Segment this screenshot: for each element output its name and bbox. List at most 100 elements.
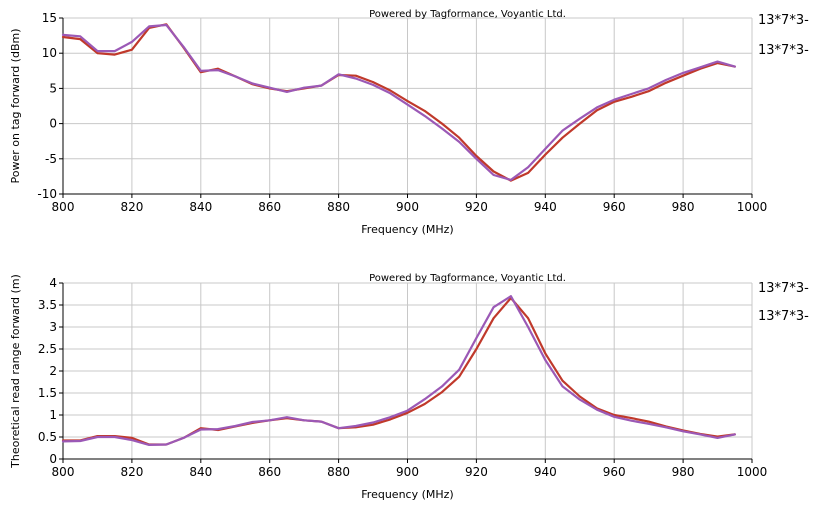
- data-point: [475, 348, 478, 350]
- data-point: [630, 417, 633, 419]
- data-point: [596, 106, 598, 109]
- data-point: [733, 433, 736, 436]
- data-point: [441, 122, 443, 125]
- x-tick-label: 900: [396, 465, 419, 479]
- data-point: [113, 436, 116, 438]
- data-point: [251, 82, 254, 85]
- y-tick-label: 1: [49, 408, 57, 422]
- legend-entry: 13*7*3-: [758, 309, 809, 324]
- legend-entry: 13*7*3-: [758, 281, 809, 296]
- data-point: [647, 87, 650, 90]
- data-point: [492, 170, 495, 173]
- data-point: [475, 337, 478, 339]
- data-point: [354, 77, 357, 80]
- data-point: [268, 86, 271, 89]
- series-2: [61, 295, 736, 446]
- data-point: [578, 395, 581, 398]
- data-point: [286, 416, 288, 419]
- chart-2: 800 820 840 860 880 900 920 940 960 980 1000 4 3.5 3 2…: [9, 273, 809, 501]
- data-point: [113, 53, 116, 56]
- data-point: [217, 69, 219, 71]
- data-point: [372, 81, 374, 83]
- data-point: [148, 444, 151, 446]
- y-axis-label: Power on tag forward (dBm): [9, 29, 22, 184]
- data-point: [165, 443, 168, 446]
- data-point: [527, 171, 529, 174]
- data-point: [62, 440, 64, 443]
- data-point: [458, 375, 461, 378]
- data-point: [561, 385, 564, 388]
- data-point: [131, 436, 133, 439]
- data-point: [475, 157, 478, 160]
- data-point: [596, 408, 598, 411]
- data-point: [423, 110, 426, 112]
- data-point: [613, 98, 616, 101]
- data-point: [544, 148, 547, 150]
- data-point: [613, 100, 616, 103]
- data-point: [406, 100, 409, 102]
- data-point: [320, 84, 323, 87]
- data-point: [441, 127, 443, 130]
- x-axis-label: Frequency (MHz): [361, 488, 453, 501]
- data-point: [354, 74, 357, 77]
- data-point: [113, 50, 116, 52]
- data-point: [199, 69, 202, 72]
- y-tick-label: 2.5: [38, 342, 57, 356]
- chart-credit: Powered by Tagformance, Voyantic Ltd.: [369, 9, 566, 20]
- data-point: [372, 83, 374, 86]
- x-tick-label: 860: [258, 200, 281, 214]
- x-tick-label: 980: [672, 200, 695, 214]
- data-point: [561, 136, 564, 139]
- x-tick-label: 1000: [737, 200, 768, 214]
- data-point: [664, 79, 667, 81]
- data-point: [561, 129, 564, 132]
- data-point: [682, 72, 684, 74]
- data-point: [527, 326, 529, 328]
- data-point: [96, 436, 99, 438]
- y-tick-label: 5: [49, 81, 57, 95]
- data-point: [320, 420, 323, 423]
- y-tick-label: 0.5: [38, 430, 57, 444]
- data-point: [699, 66, 702, 69]
- y-tick-label: 10: [42, 46, 57, 60]
- data-point: [492, 306, 495, 309]
- x-tick-label: 880: [327, 200, 350, 214]
- data-point: [544, 352, 547, 355]
- data-point: [372, 423, 374, 426]
- data-point: [148, 25, 151, 28]
- chart-1: 800 820 840 860 880 900 920 940 960 980 1000 15 10 5 0…: [9, 9, 809, 236]
- data-point: [699, 433, 702, 436]
- data-point: [96, 52, 99, 55]
- x-tick-label: 920: [465, 200, 488, 214]
- grid: [62, 17, 753, 195]
- data-point: [733, 65, 736, 68]
- series-line: [61, 295, 736, 446]
- data-point: [234, 75, 237, 78]
- y-tick-label: 2: [49, 364, 57, 378]
- data-point: [492, 317, 495, 320]
- data-point: [286, 91, 288, 93]
- data-point: [578, 117, 581, 120]
- data-point: [234, 425, 237, 427]
- x-tick-label: 840: [189, 200, 212, 214]
- x-tick-label: 1000: [737, 465, 768, 479]
- data-point: [79, 38, 82, 41]
- x-tick-label: 900: [396, 200, 419, 214]
- y-tick-label: 15: [42, 11, 57, 25]
- data-point: [458, 136, 461, 139]
- data-point: [389, 89, 392, 92]
- y-tick-label: 4: [49, 276, 57, 290]
- series-2: [61, 23, 736, 181]
- data-point: [716, 436, 719, 439]
- x-tick-label: 800: [52, 200, 75, 214]
- x-tick-label: 940: [534, 465, 557, 479]
- data-point: [544, 359, 547, 361]
- data-point: [441, 385, 443, 388]
- y-tick-label: -5: [45, 152, 57, 166]
- data-point: [372, 421, 374, 424]
- data-point: [475, 155, 478, 157]
- data-point: [596, 109, 598, 112]
- data-point: [337, 73, 340, 76]
